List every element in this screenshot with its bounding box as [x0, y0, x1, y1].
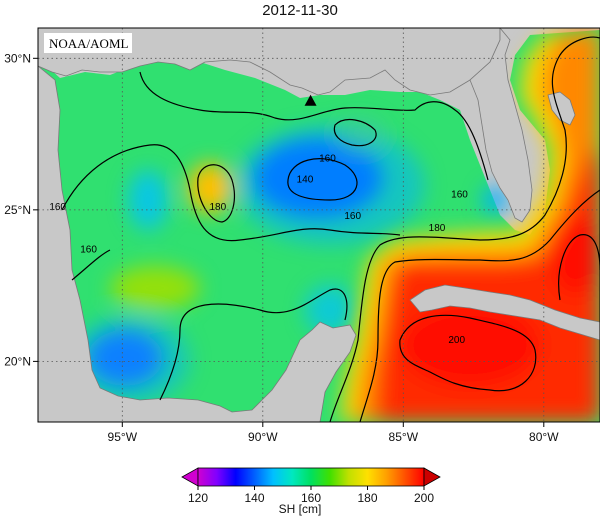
grid-lines	[38, 28, 600, 422]
low-sh-ne	[335, 117, 385, 153]
contour-label-7: 180	[429, 223, 446, 234]
colorbar-label: SH [cm]	[278, 502, 322, 516]
bahamas	[547, 91, 576, 126]
contour-label-3: 140	[297, 175, 314, 186]
mexico-coast	[38, 65, 357, 422]
x-tick-label: 85°W	[389, 430, 419, 444]
contour-160-sw	[71, 249, 111, 281]
sea-height-field	[38, 28, 600, 422]
contour-200-caribbean	[399, 314, 537, 392]
high-sh-east	[550, 215, 600, 295]
low-sh-central-halo	[235, 125, 425, 245]
colorbar: 120 140 160 180 200	[181, 467, 441, 505]
source-label: NOAA/AOML	[49, 36, 129, 51]
source-label-box: NOAA/AOML	[44, 33, 132, 53]
colorbar-min-arrow	[181, 467, 199, 487]
colorbar-tick-label: 140	[244, 491, 264, 505]
contour-label-4: 160	[319, 153, 336, 164]
colorbar-tick-label: 120	[188, 491, 208, 505]
contour-180-inner	[359, 189, 600, 422]
contour-160-north	[139, 71, 489, 181]
land-masses	[38, 28, 600, 422]
colorbar-tick-label: 160	[301, 491, 321, 505]
x-tick-label: 95°W	[108, 430, 138, 444]
colorbar-gradient	[197, 467, 425, 487]
page-title: 2012-11-30	[262, 2, 338, 19]
low-sh-nw	[128, 170, 168, 230]
y-tick-label: 30°N	[4, 51, 31, 65]
y-tick-label: 20°N	[4, 354, 31, 368]
colorbar-max-arrow	[423, 467, 441, 487]
map-plot-area: 160 160 180 140 160 160 160 180 200 NOAA/AOML	[38, 28, 600, 422]
low-sh-west-halo	[70, 315, 190, 405]
contour-160-ne-loop	[333, 118, 377, 147]
colorbar-tick-label: 200	[414, 491, 434, 505]
mid-sh-west	[110, 266, 200, 310]
y-tick-label: 25°N	[4, 203, 31, 217]
contour-160-west	[61, 144, 401, 242]
map-frame-border	[37, 27, 600, 423]
colorbar-tick-label: 180	[357, 491, 377, 505]
contour-label-1: 160	[80, 244, 97, 255]
x-tick-label: 90°W	[248, 430, 278, 444]
contour-180-west-eddy	[197, 164, 235, 223]
contour-label-2: 180	[209, 202, 226, 213]
us-gulf-coast	[38, 28, 501, 96]
x-axis: 95°W 90°W 85°W 80°W	[108, 422, 559, 444]
contour-180-loop	[329, 36, 600, 422]
contour-140-center	[287, 158, 358, 201]
x-tick-label: 80°W	[529, 430, 559, 444]
y-axis: 30°N 25°N 20°N	[4, 51, 38, 368]
contour-label-6: 160	[451, 190, 468, 201]
contour-label-5: 160	[344, 211, 361, 222]
low-sh-florida	[483, 186, 507, 214]
florida-peninsula	[469, 28, 533, 223]
contour-label-0: 160	[49, 202, 66, 213]
contour-160-south	[159, 288, 348, 401]
contour-labels: 160 160 180 140 160 160 160 180 200	[49, 153, 468, 346]
high-sh-caribbean	[400, 303, 540, 387]
observation-marker-triangle-icon	[304, 94, 317, 106]
contour-label-8: 200	[448, 335, 465, 346]
contour-200-east	[558, 234, 600, 301]
cuba	[409, 284, 600, 341]
contour-lines	[61, 36, 600, 422]
colorbar-ticks: 120 140 160 180 200	[188, 486, 434, 505]
